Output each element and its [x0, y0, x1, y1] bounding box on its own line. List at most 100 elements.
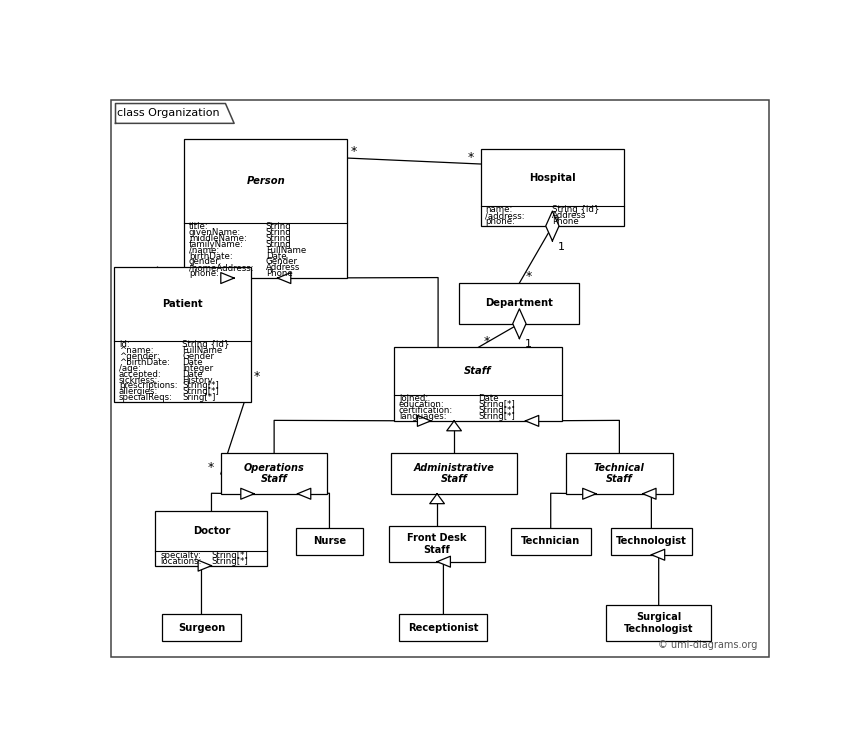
Text: *: *	[483, 335, 489, 347]
Polygon shape	[446, 421, 462, 431]
Polygon shape	[241, 489, 255, 499]
Text: prescriptions:: prescriptions:	[119, 382, 177, 391]
Text: middleName:: middleName:	[189, 234, 247, 243]
Text: Technical
Staff: Technical Staff	[594, 462, 645, 484]
Polygon shape	[278, 273, 291, 284]
Text: *: *	[526, 270, 532, 283]
Text: Receptionist: Receptionist	[408, 623, 479, 633]
Text: Hospital: Hospital	[529, 173, 575, 182]
Text: phone:: phone:	[485, 217, 515, 226]
Text: Staff: Staff	[464, 366, 492, 376]
Text: accepted:: accepted:	[119, 370, 162, 379]
Text: String {id}: String {id}	[182, 341, 230, 350]
Polygon shape	[651, 549, 665, 560]
Text: Phone: Phone	[552, 217, 579, 226]
Text: Operations
Staff: Operations Staff	[243, 462, 304, 484]
Text: /homeAddress:: /homeAddress:	[189, 263, 254, 273]
Text: id:: id:	[119, 341, 130, 350]
Text: Person: Person	[247, 176, 286, 186]
Text: Doctor: Doctor	[193, 527, 230, 536]
Polygon shape	[513, 309, 526, 338]
Text: title:: title:	[189, 223, 209, 232]
Polygon shape	[546, 211, 559, 241]
Text: Gender: Gender	[266, 258, 298, 267]
Polygon shape	[221, 273, 234, 284]
Bar	[481, 149, 624, 226]
Text: class Organization: class Organization	[117, 108, 219, 119]
Text: locations:: locations:	[160, 557, 201, 565]
Text: Date: Date	[182, 370, 203, 379]
Text: allergies:: allergies:	[119, 387, 158, 396]
Text: Technologist: Technologist	[616, 536, 687, 546]
Text: Address: Address	[552, 211, 587, 220]
Text: FullName: FullName	[182, 347, 223, 356]
Text: Front Desk
Staff: Front Desk Staff	[408, 533, 467, 554]
Text: Technician: Technician	[521, 536, 580, 546]
Text: /age:: /age:	[119, 364, 141, 373]
Text: Address: Address	[266, 263, 300, 273]
Bar	[394, 347, 562, 421]
Text: ^birthDate:: ^birthDate:	[119, 358, 169, 367]
Bar	[184, 139, 347, 278]
Text: Integer: Integer	[182, 364, 213, 373]
Bar	[390, 453, 518, 494]
Text: gender:: gender:	[189, 258, 223, 267]
Text: Surgical
Technologist: Surgical Technologist	[624, 613, 693, 634]
Text: *: *	[207, 462, 214, 474]
Text: joined:: joined:	[399, 394, 428, 403]
Polygon shape	[525, 415, 538, 427]
Text: *: *	[468, 151, 474, 164]
Text: FullName: FullName	[266, 246, 306, 255]
Bar	[566, 453, 673, 494]
Text: /name:: /name:	[189, 246, 219, 255]
Text: String[*]: String[*]	[478, 412, 515, 421]
Text: Date: Date	[182, 358, 203, 367]
Text: Surgeon: Surgeon	[178, 623, 225, 633]
Text: Date: Date	[478, 394, 499, 403]
Text: *: *	[351, 145, 357, 158]
Bar	[221, 453, 328, 494]
Text: Gender: Gender	[182, 352, 214, 361]
Bar	[163, 614, 241, 641]
Text: History: History	[182, 376, 213, 385]
Text: name:: name:	[485, 205, 513, 214]
Text: © uml-diagrams.org: © uml-diagrams.org	[658, 640, 758, 650]
Text: 1: 1	[558, 242, 565, 252]
Text: Date: Date	[266, 252, 286, 261]
Text: ^gender:: ^gender:	[119, 352, 160, 361]
Text: Nurse: Nurse	[313, 536, 346, 546]
Text: String: String	[266, 240, 292, 249]
Text: Department: Department	[485, 298, 553, 309]
Polygon shape	[417, 415, 431, 427]
Bar	[399, 614, 488, 641]
Text: String[*]: String[*]	[182, 382, 219, 391]
Text: String {id}: String {id}	[552, 205, 600, 214]
Bar	[606, 605, 711, 641]
Text: String[*]: String[*]	[212, 557, 249, 565]
Text: sickness:: sickness:	[119, 376, 158, 385]
Text: String[*]: String[*]	[478, 406, 515, 415]
Polygon shape	[115, 104, 234, 123]
Text: String[*]: String[*]	[182, 387, 219, 396]
Text: ^name:: ^name:	[119, 347, 153, 356]
Text: Patient: Patient	[163, 299, 203, 309]
Bar	[156, 511, 267, 565]
Text: givenName:: givenName:	[189, 228, 241, 238]
Text: education:: education:	[399, 400, 445, 409]
Text: Phone: Phone	[266, 269, 292, 278]
Polygon shape	[298, 489, 310, 499]
Text: phone:: phone:	[189, 269, 218, 278]
Text: String: String	[266, 228, 292, 238]
Polygon shape	[430, 494, 445, 503]
Bar	[389, 526, 485, 562]
Text: /address:: /address:	[485, 211, 525, 220]
Text: birthDate:: birthDate:	[189, 252, 232, 261]
Text: languages:: languages:	[399, 412, 446, 421]
Text: 1: 1	[525, 339, 531, 350]
Text: certification:: certification:	[399, 406, 453, 415]
Bar	[511, 528, 591, 555]
Text: String[*]: String[*]	[212, 551, 249, 560]
Bar	[114, 267, 251, 402]
Bar	[296, 528, 363, 555]
Bar	[611, 528, 692, 555]
